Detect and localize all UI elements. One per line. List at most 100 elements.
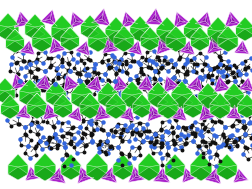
- Polygon shape: [80, 15, 99, 39]
- Polygon shape: [147, 95, 168, 108]
- Polygon shape: [206, 31, 228, 45]
- Polygon shape: [157, 106, 177, 119]
- Polygon shape: [100, 166, 117, 183]
- Polygon shape: [124, 16, 132, 25]
- Polygon shape: [25, 27, 45, 40]
- Polygon shape: [202, 109, 210, 118]
- Polygon shape: [129, 16, 149, 29]
- Polygon shape: [34, 153, 56, 181]
- Polygon shape: [209, 93, 229, 106]
- Polygon shape: [156, 38, 172, 55]
- Polygon shape: [217, 39, 237, 52]
- Polygon shape: [166, 80, 174, 89]
- Polygon shape: [237, 106, 252, 118]
- Polygon shape: [61, 154, 81, 167]
- Polygon shape: [190, 27, 209, 39]
- Polygon shape: [24, 45, 31, 52]
- Polygon shape: [71, 95, 92, 109]
- Polygon shape: [105, 106, 126, 119]
- Polygon shape: [140, 39, 159, 51]
- Polygon shape: [87, 26, 108, 52]
- Polygon shape: [19, 40, 35, 55]
- Polygon shape: [53, 172, 61, 180]
- Polygon shape: [86, 153, 108, 181]
- Polygon shape: [186, 75, 202, 92]
- Polygon shape: [217, 26, 237, 39]
- Polygon shape: [1, 95, 19, 107]
- Polygon shape: [67, 107, 81, 122]
- Polygon shape: [27, 93, 47, 106]
- Polygon shape: [27, 106, 47, 119]
- Polygon shape: [14, 78, 23, 87]
- Polygon shape: [237, 94, 252, 118]
- Polygon shape: [34, 153, 56, 167]
- Polygon shape: [179, 40, 194, 55]
- Polygon shape: [8, 154, 28, 180]
- Polygon shape: [140, 27, 159, 51]
- Polygon shape: [19, 79, 41, 107]
- Polygon shape: [79, 45, 86, 52]
- Polygon shape: [197, 83, 217, 109]
- Polygon shape: [217, 26, 237, 52]
- Polygon shape: [129, 16, 149, 42]
- Polygon shape: [183, 106, 202, 118]
- Polygon shape: [159, 42, 167, 51]
- Polygon shape: [46, 108, 55, 117]
- Polygon shape: [189, 153, 211, 181]
- Polygon shape: [51, 29, 73, 43]
- Polygon shape: [45, 14, 53, 22]
- Polygon shape: [63, 75, 80, 92]
- Polygon shape: [25, 14, 45, 27]
- Polygon shape: [35, 74, 51, 90]
- Polygon shape: [206, 37, 223, 54]
- Polygon shape: [131, 45, 139, 52]
- Polygon shape: [170, 81, 192, 95]
- Polygon shape: [11, 73, 27, 90]
- Polygon shape: [0, 78, 15, 91]
- Polygon shape: [183, 94, 202, 118]
- Polygon shape: [113, 26, 134, 39]
- Polygon shape: [136, 75, 153, 91]
- Polygon shape: [121, 81, 142, 109]
- Polygon shape: [149, 14, 159, 22]
- Polygon shape: [140, 27, 159, 39]
- Polygon shape: [116, 80, 124, 88]
- Polygon shape: [163, 76, 179, 93]
- Polygon shape: [98, 82, 118, 95]
- Polygon shape: [105, 17, 127, 31]
- Polygon shape: [138, 153, 159, 181]
- Polygon shape: [49, 37, 66, 54]
- Polygon shape: [216, 154, 236, 180]
- Polygon shape: [138, 167, 159, 181]
- Polygon shape: [51, 15, 73, 29]
- Polygon shape: [85, 75, 102, 92]
- Polygon shape: [112, 167, 133, 180]
- Polygon shape: [165, 26, 185, 39]
- Polygon shape: [8, 154, 28, 167]
- Polygon shape: [132, 94, 151, 118]
- Polygon shape: [183, 29, 202, 41]
- Polygon shape: [189, 153, 211, 167]
- Polygon shape: [19, 79, 41, 93]
- Polygon shape: [105, 17, 127, 45]
- Polygon shape: [43, 103, 59, 120]
- Polygon shape: [6, 41, 24, 53]
- Polygon shape: [25, 14, 45, 40]
- Polygon shape: [155, 17, 177, 45]
- Polygon shape: [97, 14, 106, 22]
- Polygon shape: [123, 111, 131, 118]
- Polygon shape: [181, 167, 196, 183]
- Polygon shape: [86, 153, 108, 167]
- Polygon shape: [53, 94, 72, 106]
- Polygon shape: [164, 167, 184, 180]
- Polygon shape: [152, 167, 170, 183]
- Polygon shape: [164, 154, 184, 180]
- Polygon shape: [237, 45, 245, 52]
- Polygon shape: [32, 26, 52, 39]
- Polygon shape: [236, 173, 243, 180]
- Polygon shape: [53, 94, 72, 118]
- Polygon shape: [235, 29, 252, 41]
- Polygon shape: [28, 170, 36, 178]
- Polygon shape: [32, 26, 52, 52]
- Polygon shape: [212, 76, 230, 92]
